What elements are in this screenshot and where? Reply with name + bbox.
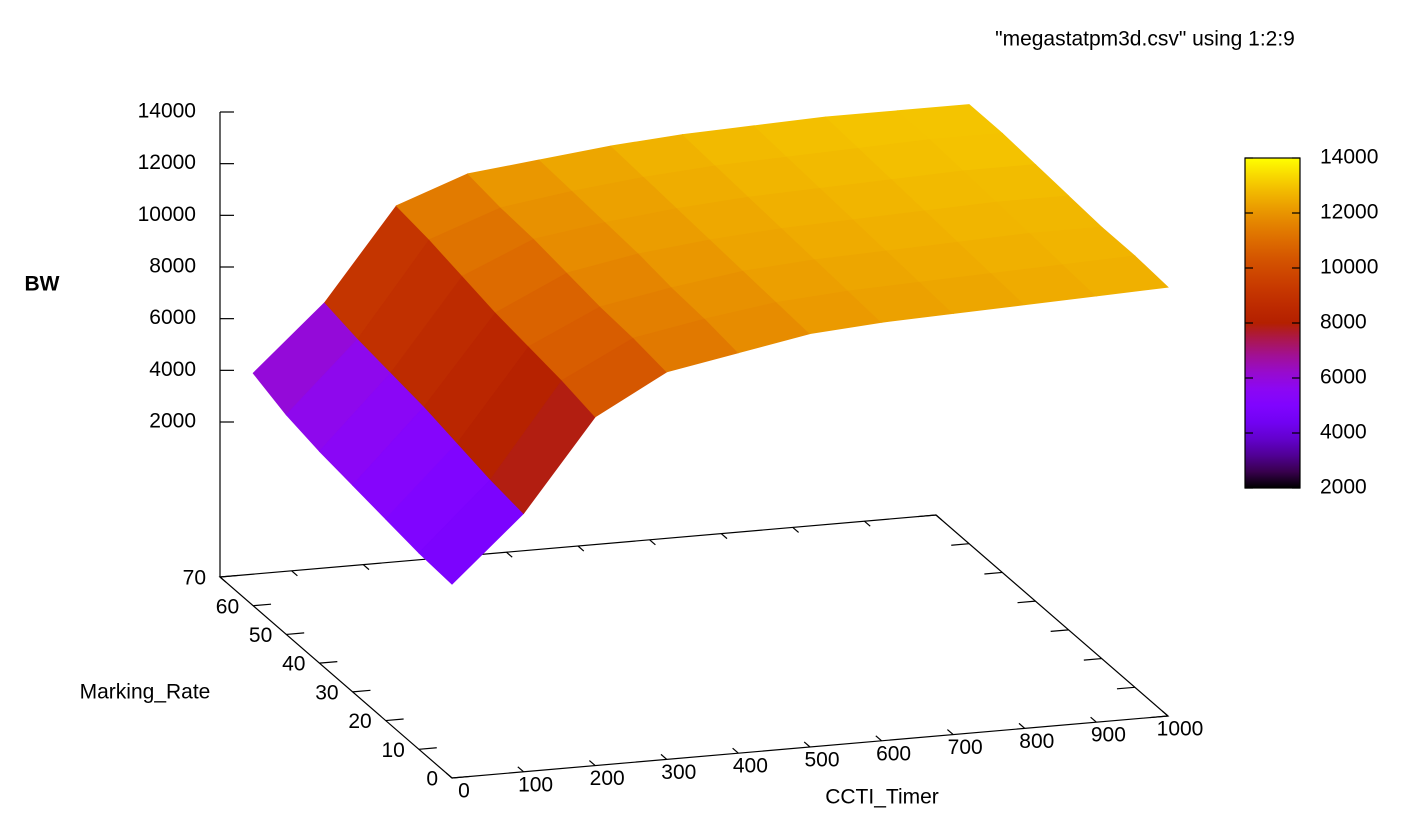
z-tick-label: 6000 <box>149 306 196 329</box>
y-tick-mirror <box>951 543 970 546</box>
x-tick-mirror <box>864 520 871 527</box>
x-tick <box>732 747 739 754</box>
y-tick-label: 60 <box>216 595 239 618</box>
y-tick <box>418 747 437 750</box>
y-tick-mirror <box>1017 600 1036 604</box>
y-tick-mirror <box>1083 657 1102 661</box>
z-tick-label: 10000 <box>138 203 196 226</box>
x-tick-mirror <box>649 539 656 546</box>
y-tick-mirror <box>1116 686 1135 690</box>
y-tick-mirror <box>1050 629 1069 633</box>
x-tick-mirror <box>720 533 728 540</box>
surface-patch <box>1062 255 1169 297</box>
x-tick-label: 800 <box>1019 730 1054 753</box>
y-tick-mirror <box>1150 715 1169 719</box>
y-tick-label: 20 <box>348 710 371 733</box>
x-tick <box>875 735 882 742</box>
x-tick-mirror <box>792 526 799 533</box>
x-tick-label: 600 <box>876 742 911 765</box>
x-tick <box>947 729 954 736</box>
y-axis-label: Marking_Rate <box>80 681 211 704</box>
y-tick <box>219 574 238 578</box>
y-tick-label: 10 <box>381 739 404 762</box>
z-tick-label: 14000 <box>138 100 196 123</box>
x-tick-label: 100 <box>518 773 553 796</box>
x-tick <box>803 741 811 748</box>
y-tick <box>286 632 305 636</box>
x-tick-label: 300 <box>661 761 696 784</box>
x-tick-label: 900 <box>1091 724 1126 747</box>
y-tick-label: 70 <box>183 567 206 590</box>
x-tick-mirror <box>291 570 298 577</box>
y-tick <box>385 718 404 722</box>
x-tick <box>517 766 524 773</box>
y-tick-label: 50 <box>249 624 272 647</box>
colorbar <box>1244 157 1301 489</box>
colorbar-tick-label: 14000 <box>1320 146 1378 169</box>
y-tick <box>352 689 371 693</box>
x-tick-mirror <box>219 576 227 583</box>
surface <box>252 104 1169 585</box>
z-tick-label: 2000 <box>149 410 196 433</box>
y-tick-mirror <box>984 571 1003 575</box>
x-tick-label: 500 <box>804 749 839 772</box>
z-tick-label: 4000 <box>149 358 196 381</box>
z-axis-label: BW <box>25 273 60 296</box>
y-tick <box>319 660 338 664</box>
colorbar-tick-label: 10000 <box>1320 256 1378 279</box>
colorbar-tick-label: 6000 <box>1320 366 1367 389</box>
x-tick <box>1090 716 1097 723</box>
colorbar-tick-label: 12000 <box>1320 201 1378 224</box>
x-tick-label: 400 <box>733 755 768 778</box>
x-tick-label: 1000 <box>1157 718 1204 741</box>
colorbar-tick-label: 2000 <box>1320 476 1367 499</box>
y-tick-label: 30 <box>315 681 338 704</box>
x-tick-mirror <box>935 514 943 521</box>
x-tick-label: 200 <box>590 767 625 790</box>
y-tick-label: 40 <box>282 653 305 676</box>
colorbar-tick-label: 4000 <box>1320 421 1367 444</box>
x-axis-label: CCTI_Timer <box>825 786 939 809</box>
chart-title: "megastatpm3d.csv" using 1:2:9 <box>995 28 1295 51</box>
y-tick-label: 0 <box>426 768 438 791</box>
z-tick-label: 8000 <box>149 255 196 278</box>
x-tick-label: 700 <box>948 736 983 759</box>
x-tick <box>589 760 596 767</box>
x-tick-mirror <box>577 545 585 552</box>
x-tick <box>660 753 668 760</box>
y-tick <box>451 775 470 779</box>
x-tick <box>1018 722 1026 729</box>
x-tick <box>1161 710 1169 717</box>
colorbar-tick-label: 8000 <box>1320 311 1367 334</box>
x-tick <box>445 772 453 779</box>
x-tick-mirror <box>506 551 513 558</box>
x-tick-label: 0 <box>458 780 470 803</box>
y-tick <box>253 603 272 607</box>
z-tick-label: 12000 <box>138 151 196 174</box>
x-tick-mirror <box>362 564 370 571</box>
y-tick-mirror <box>918 514 937 518</box>
